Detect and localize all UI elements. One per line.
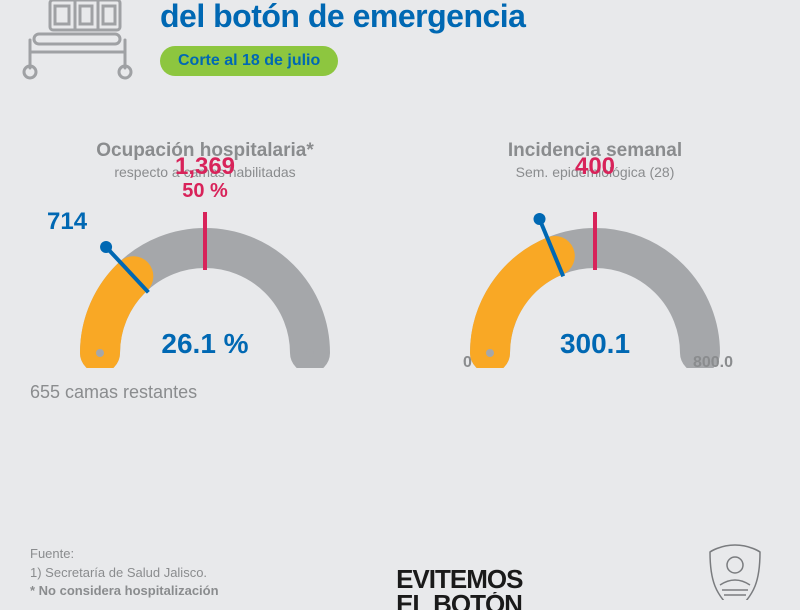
chart-weekly-incidence: Incidencia semanal Sem. epidemiológica (… [420,140,770,403]
max-label: 800.0 [693,354,733,372]
center-value: 26.1 % [55,328,355,360]
campaign-logo: EVITEMOS EL BOTÓN [396,567,522,610]
chart-hospital-occupancy: Ocupación hospitalaria* respecto a camas… [30,140,380,403]
page-title: del botón de emergencia [160,0,780,34]
source-line: 1) Secretaría de Salud Jalisco. [30,564,219,582]
threshold-label: 1,369 50 % [55,154,355,202]
header: del botón de emergencia Corte al 18 de j… [0,0,800,100]
marker-label: 714 [47,208,87,236]
gauge-left: 1,369 50 % 714 26.1 % [55,198,355,368]
footer: Fuente: 1) Secretaría de Salud Jalisco. … [0,530,800,600]
min-label: 0 [463,354,472,372]
date-badge: Corte al 18 de julio [160,46,338,76]
chart-note: 655 camas restantes [30,382,380,403]
source-block: Fuente: 1) Secretaría de Salud Jalisco. … [30,545,219,600]
source-disclaimer: * No considera hospitalización [30,582,219,600]
title-block: del botón de emergencia Corte al 18 de j… [160,0,780,76]
government-seal-icon [700,540,770,600]
hospital-bed-icon [20,0,140,80]
source-label: Fuente: [30,545,219,563]
charts-row: Ocupación hospitalaria* respecto a camas… [0,100,800,413]
threshold-label: 400 [445,154,745,180]
gauge-right: 400 300.1 0 800.0 [445,198,745,368]
